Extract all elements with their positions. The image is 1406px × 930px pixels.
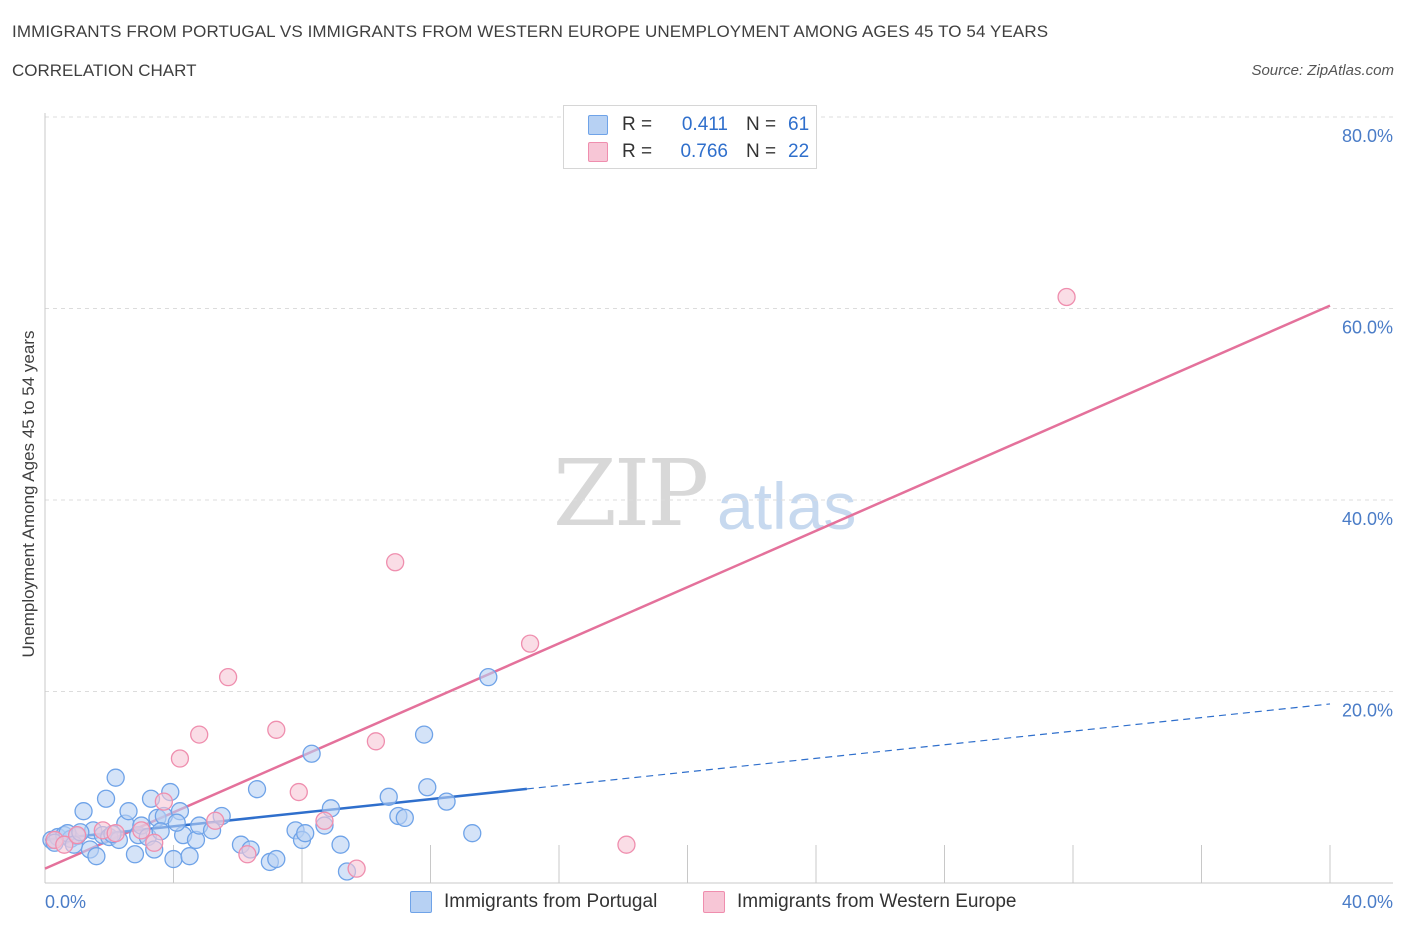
point-western-europe (106, 824, 125, 843)
trend-line-western-europe (44, 304, 1331, 870)
point-western-europe (154, 792, 174, 811)
point-portugal (125, 845, 145, 864)
legend-r-value: 0.411 (681, 114, 728, 135)
point-western-europe (315, 811, 334, 830)
legend-n-value: 22 (788, 141, 810, 162)
point-western-europe (67, 825, 87, 845)
point-portugal (96, 789, 116, 808)
point-western-europe (289, 782, 308, 802)
point-western-europe (218, 667, 238, 687)
legend-r-label: R = (622, 114, 653, 135)
legend-r-value: 0.766 (680, 141, 728, 162)
point-western-europe (386, 553, 405, 572)
trend-line-portugal-extension (526, 703, 1331, 790)
y-tick-label: 40.0% (1342, 509, 1393, 529)
legend-n-label: N = (746, 114, 777, 135)
point-portugal (106, 768, 125, 787)
legend-row-western-europe: R = 0.766 N = 22 (588, 140, 809, 164)
point-western-europe (1057, 287, 1076, 307)
legend-row-portugal: R = 0.411 N = 61 (588, 113, 809, 137)
point-western-europe (55, 835, 74, 854)
y-tick-label: 20.0% (1342, 701, 1393, 721)
x-tick-label-max: 40.0% (1342, 892, 1393, 912)
point-portugal (74, 802, 93, 821)
bottom-legend-western-europe: Immigrants from Western Europe (703, 889, 1016, 915)
point-portugal (414, 725, 434, 744)
watermark-zip: ZIP (553, 440, 709, 547)
legend-r-label: R = (622, 141, 653, 162)
bottom-legend-swatch-blue (410, 891, 432, 913)
trend-lines (44, 304, 1331, 870)
point-portugal (437, 792, 456, 811)
grid-lines (45, 116, 1393, 692)
legend-swatch-pink (588, 142, 608, 162)
point-portugal (296, 824, 315, 843)
point-portugal (267, 849, 286, 869)
point-portugal (463, 824, 482, 843)
point-western-europe (132, 821, 151, 840)
point-portugal (395, 808, 414, 828)
legend-swatch-blue (588, 115, 608, 135)
point-portugal (164, 849, 183, 869)
chart-title: IMMIGRANTS FROM PORTUGAL VS IMMIGRANTS F… (12, 22, 1049, 41)
point-western-europe (190, 725, 209, 744)
y-axis-label: Unemployment Among Ages 45 to 54 years (19, 331, 38, 658)
point-western-europe (170, 749, 190, 768)
point-portugal (479, 667, 498, 687)
point-portugal (87, 847, 106, 866)
point-western-europe (617, 835, 636, 854)
y-axis-tick-labels: 20.0% 40.0% 60.0% 80.0% (1342, 126, 1393, 721)
point-western-europe (238, 845, 257, 864)
point-portugal (119, 802, 138, 821)
point-western-europe (366, 732, 386, 751)
bottom-legend-portugal: Immigrants from Portugal (410, 889, 657, 915)
point-portugal (167, 813, 186, 832)
chart-subtitle: CORRELATION CHART (12, 61, 197, 80)
point-western-europe (206, 811, 225, 830)
point-portugal (418, 778, 437, 797)
y-tick-label: 80.0% (1342, 126, 1393, 146)
point-western-europe (267, 720, 286, 739)
point-portugal (331, 835, 350, 854)
bottom-legend-label: Immigrants from Western Europe (737, 891, 1017, 912)
y-tick-label: 60.0% (1342, 318, 1393, 338)
point-portugal (180, 847, 199, 866)
watermark-atlas: atlas (717, 469, 857, 543)
source-credit: Source: ZipAtlas.com (1251, 62, 1394, 79)
point-portugal (247, 780, 267, 799)
point-western-europe (145, 833, 164, 852)
legend-n-value: 61 (788, 114, 810, 135)
bottom-legend-swatch-pink (703, 891, 725, 913)
point-portugal (379, 787, 398, 806)
x-tick-label-min: 0.0% (45, 892, 86, 912)
point-western-europe (520, 634, 540, 653)
correlation-legend: R = 0.411 N = 61 R = 0.766 N = 22 (563, 105, 817, 169)
bottom-legend-label: Immigrants from Portugal (444, 891, 658, 912)
legend-n-label: N = (746, 141, 777, 162)
point-portugal (302, 744, 321, 763)
data-points (42, 287, 1076, 881)
point-western-europe (347, 859, 366, 878)
